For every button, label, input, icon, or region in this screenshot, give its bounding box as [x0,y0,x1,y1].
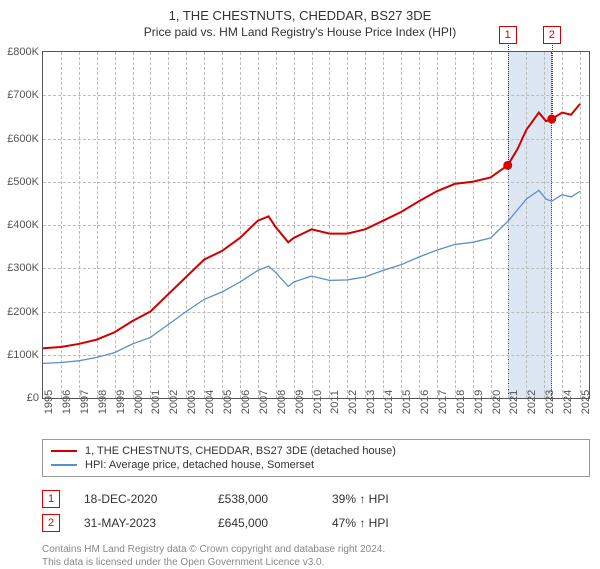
y-axis-label: £500K [7,176,39,188]
y-axis-label: £200K [7,306,39,318]
x-axis-label: 2002 [168,390,180,414]
sale-price-1: £538,000 [218,492,308,506]
x-axis-label: 1998 [97,390,109,414]
x-axis-label: 2006 [240,390,252,414]
chart-title: 1, THE CHESTNUTS, CHEDDAR, BS27 3DE [0,8,600,23]
y-axis-label: £0 [27,392,39,404]
x-axis-label: 2011 [329,390,341,414]
x-axis-label: 2022 [526,390,538,414]
marker-leader-2 [552,45,553,120]
x-axis-label: 2023 [544,390,556,414]
x-axis-label: 2021 [508,390,520,414]
x-axis-label: 2004 [204,390,216,414]
x-axis-label: 2005 [222,390,234,414]
y-axis-label: £300K [7,262,39,274]
plot-area: £0£100K£200K£300K£400K£500K£600K£700K£80… [42,51,590,399]
x-axis-label: 2010 [312,390,324,414]
x-axis-label: 2009 [294,390,306,414]
x-axis-label: 2024 [562,390,574,414]
series-line-subject [43,104,580,348]
y-axis-label: £400K [7,219,39,231]
sale-pct-2: 47% ↑ HPI [332,516,422,530]
x-axis-label: 2025 [580,390,592,414]
x-axis-label: 2001 [150,390,162,414]
footer-line2: This data is licensed under the Open Gov… [42,556,590,569]
x-axis-label: 1996 [61,390,73,414]
x-axis-label: 1999 [115,390,127,414]
sale-pct-1: 39% ↑ HPI [332,492,422,506]
y-axis-label: £800K [7,46,39,58]
legend-item-subject: 1, THE CHESTNUTS, CHEDDAR, BS27 3DE (det… [51,444,581,458]
x-axis-label: 2003 [186,390,198,414]
x-axis-label: 2008 [276,390,288,414]
x-axis-label: 2012 [347,390,359,414]
y-axis-label: £700K [7,89,39,101]
series-line-hpi [43,190,580,363]
x-axis-label: 2015 [401,390,413,414]
x-axis-label: 2018 [455,390,467,414]
table-row: 1 18-DEC-2020 £538,000 39% ↑ HPI [42,487,590,511]
sale-index-2: 2 [42,514,60,532]
y-axis-label: £100K [7,349,39,361]
y-axis-label: £600K [7,133,39,145]
x-axis-label: 2016 [419,390,431,414]
legend: 1, THE CHESTNUTS, CHEDDAR, BS27 3DE (det… [42,439,590,477]
table-row: 2 31-MAY-2023 £645,000 47% ↑ HPI [42,511,590,535]
x-axis-label: 1997 [79,390,91,414]
sales-table: 1 18-DEC-2020 £538,000 39% ↑ HPI 2 31-MA… [42,487,590,535]
sale-date-2: 31-MAY-2023 [84,516,194,530]
marker-label-1: 1 [499,26,517,44]
footer-line1: Contains HM Land Registry data © Crown c… [42,543,590,556]
legend-label-subject: 1, THE CHESTNUTS, CHEDDAR, BS27 3DE (det… [85,445,396,457]
legend-swatch-hpi [51,464,77,466]
x-axis-label: 2000 [133,390,145,414]
x-axis-label: 2014 [383,390,395,414]
x-axis-label: 2013 [365,390,377,414]
sale-date-1: 18-DEC-2020 [84,492,194,506]
legend-swatch-subject [51,450,77,452]
sale-price-2: £645,000 [218,516,308,530]
legend-label-hpi: HPI: Average price, detached house, Some… [85,459,314,471]
legend-item-hpi: HPI: Average price, detached house, Some… [51,458,581,472]
x-axis-label: 2020 [491,390,503,414]
chart-container: 1, THE CHESTNUTS, CHEDDAR, BS27 3DE Pric… [0,0,600,560]
x-axis-label: 2019 [473,390,485,414]
x-axis-label: 1995 [43,390,55,414]
footer-attribution: Contains HM Land Registry data © Crown c… [42,543,590,569]
marker-leader-1 [508,45,509,166]
marker-label-2: 2 [543,26,561,44]
sale-index-1: 1 [42,490,60,508]
x-axis-label: 2007 [258,390,270,414]
x-axis-label: 2017 [437,390,449,414]
